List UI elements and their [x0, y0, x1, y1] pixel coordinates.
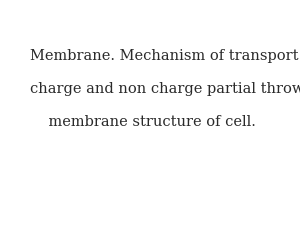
Text: Membrane. Mechanism of transport: Membrane. Mechanism of transport: [30, 49, 298, 63]
Text: charge and non charge partial throw: charge and non charge partial throw: [30, 82, 300, 96]
Text: membrane structure of cell.: membrane structure of cell.: [30, 115, 256, 128]
